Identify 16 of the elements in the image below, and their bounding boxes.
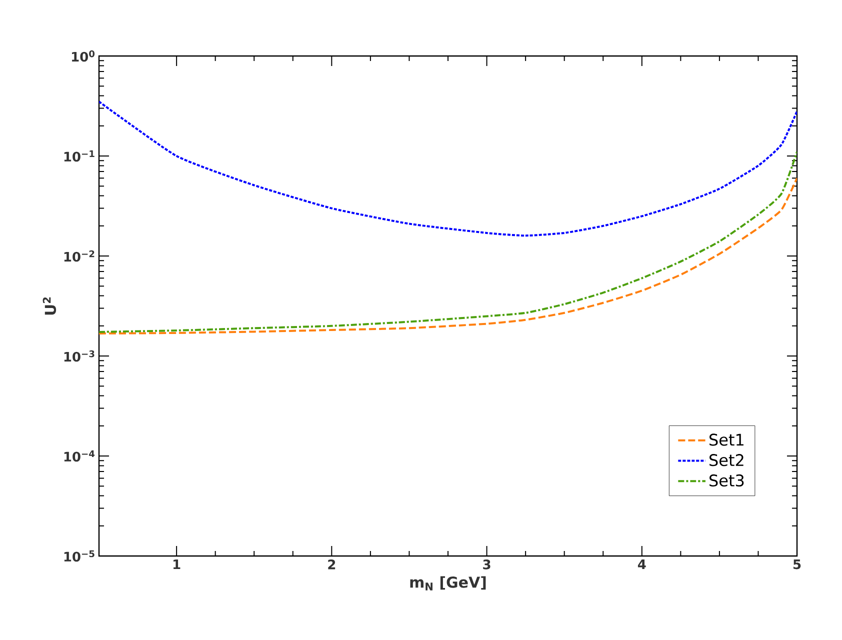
y-tick-label: 10$^{−1}$ xyxy=(64,150,94,162)
x-tick-label: 4 xyxy=(638,560,646,570)
y-tick-label: 10$^{−2}$ xyxy=(64,250,94,262)
y-tick-label: 10$^{−3}$ xyxy=(64,350,94,362)
y-tick-label: 10$^{−4}$ xyxy=(64,450,95,462)
y-tick-label: 10$^{0}$ xyxy=(72,50,95,62)
x-tick-label: 1 xyxy=(174,560,180,570)
x-tick-label: 3 xyxy=(483,560,490,570)
legend-label: Set1 xyxy=(710,434,744,446)
x-tick-label: 5 xyxy=(793,560,801,570)
x-axis-title: m$_{N}$ [GeV] xyxy=(410,576,486,590)
legend-label: Set2 xyxy=(710,454,744,466)
x-tick-label: 2 xyxy=(328,560,336,570)
legend-label: Set3 xyxy=(710,474,744,487)
y-axis-title: U$^{2}$ xyxy=(42,297,56,315)
y-tick-label: 10$^{−5}$ xyxy=(64,550,94,562)
